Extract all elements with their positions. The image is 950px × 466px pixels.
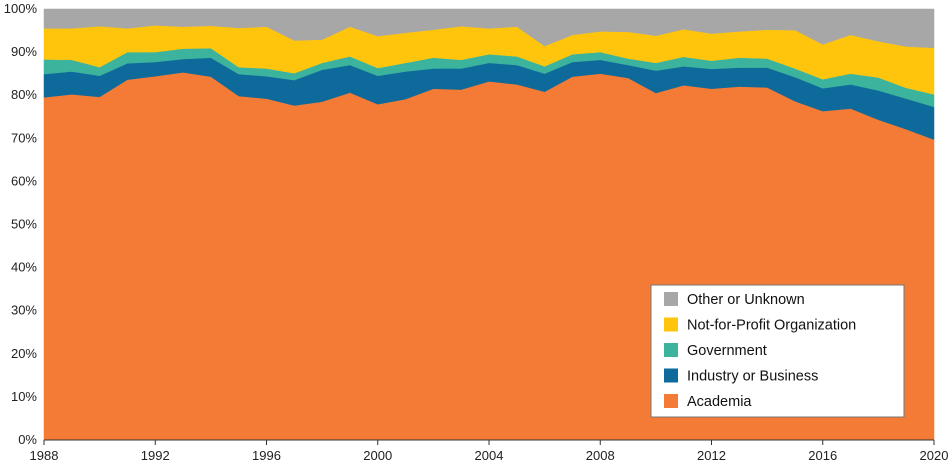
y-tick-label: 30% (11, 303, 37, 318)
y-tick-label: 0% (18, 432, 37, 447)
legend-label-not-for-profit-organization: Not-for-Profit Organization (687, 318, 856, 334)
x-axis: 1988 1992 1996 2000 2004 2008 2012 2016 2020 (30, 439, 949, 463)
x-tick-label: 1996 (252, 448, 281, 463)
x-tick-label: 2012 (697, 448, 726, 463)
legend-swatch-not-for-profit-organization (664, 317, 678, 332)
y-tick-label: 50% (11, 217, 37, 232)
y-tick-label: 40% (11, 260, 37, 275)
x-tick-label: 2020 (920, 448, 949, 463)
legend: Other or Unknown Not-for-Profit Organizat… (650, 284, 905, 418)
y-tick-label: 80% (11, 87, 37, 102)
legend-swatch-academia (664, 394, 678, 408)
x-tick-label: 2004 (475, 448, 504, 463)
x-tick-label: 1992 (141, 448, 170, 463)
y-axis: 0% 10% 20% 30% 40% 50% 60% 70% 80% 90% 100% (4, 1, 38, 447)
x-tick-label: 2016 (808, 448, 837, 463)
x-tick-label: 2000 (363, 448, 392, 463)
y-tick-label: 100% (4, 1, 38, 16)
legend-swatch-government (664, 343, 678, 357)
y-tick-label: 70% (11, 130, 37, 145)
y-tick-label: 10% (11, 389, 37, 404)
legend-label-academia: Academia (687, 394, 752, 410)
x-tick-label: 2008 (586, 448, 615, 463)
legend-label-industry-or-business: Industry or Business (687, 369, 818, 385)
area-other-or-unknown (43, 8, 935, 49)
y-tick-label: 20% (11, 346, 37, 361)
legend-label-government: Government (687, 343, 767, 359)
legend-box (650, 284, 905, 418)
y-tick-label: 60% (11, 173, 37, 188)
x-tick-label: 1988 (30, 448, 59, 463)
legend-label-other-or-unknown: Other or Unknown (687, 292, 805, 308)
legend-swatch-other-or-unknown (664, 292, 678, 306)
legend-swatch-industry-or-business (664, 368, 678, 383)
y-tick-label: 90% (11, 44, 37, 59)
